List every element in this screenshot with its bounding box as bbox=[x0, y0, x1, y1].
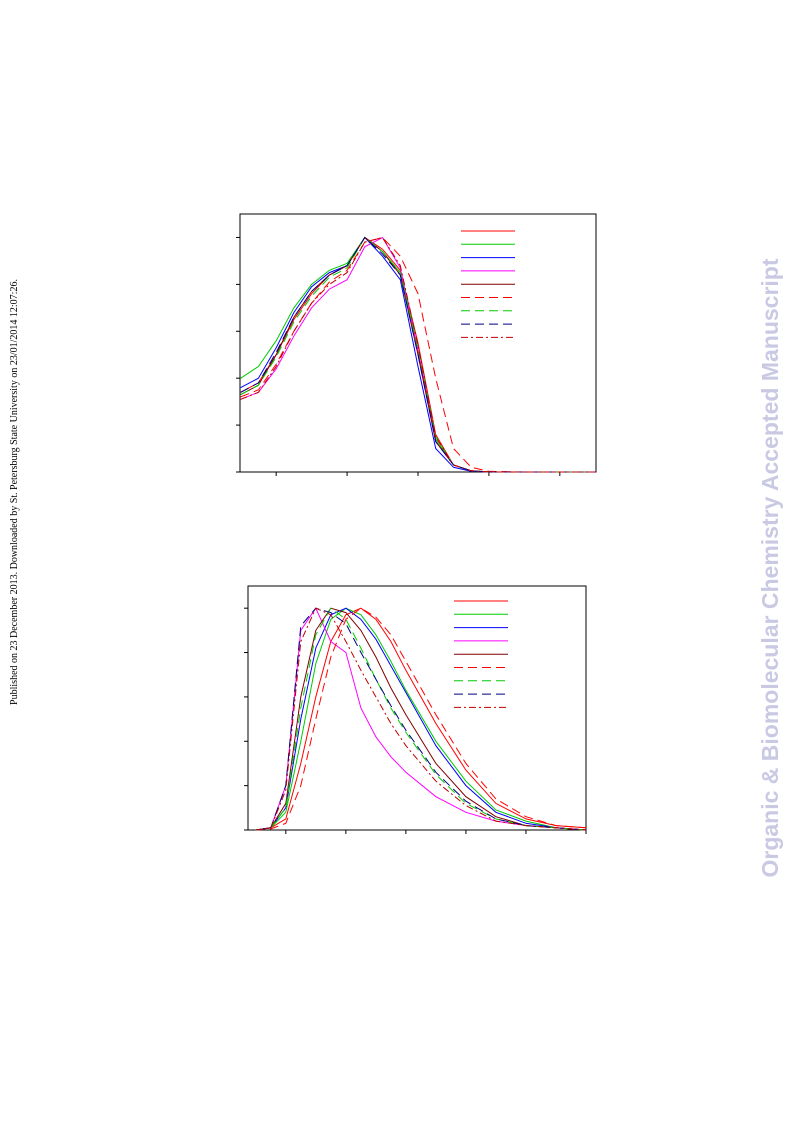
series-line bbox=[240, 236, 596, 473]
series-line bbox=[255, 607, 587, 831]
series-line bbox=[255, 607, 587, 831]
watermark: Organic & Biomolecular Chemistry Accepte… bbox=[757, 258, 783, 877]
series-line bbox=[240, 236, 596, 473]
series-line bbox=[255, 607, 587, 831]
series-line bbox=[255, 607, 587, 831]
series-line bbox=[255, 607, 587, 831]
side-note: Published on 23 December 2013. Downloade… bbox=[9, 279, 20, 705]
series-line bbox=[255, 607, 587, 831]
plot-frame bbox=[247, 585, 587, 831]
series-line bbox=[240, 236, 596, 473]
series-line bbox=[255, 607, 587, 831]
series-line bbox=[255, 607, 587, 831]
